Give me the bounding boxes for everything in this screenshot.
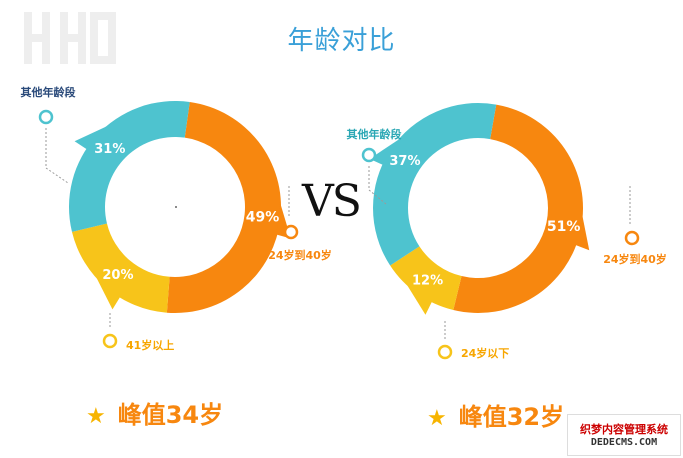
slice-value-label: 37% [389,154,420,169]
page-title: 年龄对比 [287,26,396,56]
callout-marker [624,230,640,246]
category-label: 24岁以下 [461,346,509,360]
donut-slice [390,246,462,311]
category-label: 其他年龄段 [347,127,402,141]
slice-value-label: 12% [412,274,443,289]
donut-slice [373,102,497,266]
slice-pointer [74,125,110,150]
callout-marker [38,109,54,125]
peak-age-right: ★ 峰值32岁 [427,397,564,432]
category-label: 其他年龄段 [21,85,76,99]
watermark-subtext: DEDECMS.COM [590,437,658,448]
star-icon: ★ [86,404,106,429]
watermark-text: 织梦内容管理系统 [580,423,668,436]
slice-value-label: 49% [246,210,280,226]
slice-value-label: 20% [102,268,133,283]
donut-slice [453,104,583,313]
slice-pointer [95,275,121,310]
category-label: 41岁以上 [126,338,174,352]
watermark-badge: 织梦内容管理系统 DEDECMS.COM [567,414,681,456]
donut-slice [71,223,170,313]
watermark-logo [24,12,116,64]
peak-age-left: ★ 峰值34岁 [86,395,223,430]
slice-pointer [369,137,402,166]
star-icon: ★ [427,406,447,431]
callout-marker [102,333,118,349]
donut-slice [166,102,282,313]
callout-marker [283,224,299,240]
callout-marker [437,344,453,360]
callout-line [368,166,387,205]
slice-pointer [575,213,590,251]
category-label: 24岁到40岁 [603,252,667,266]
callout-marker [361,147,377,163]
vs-label: VS [302,176,362,227]
slice-value-label: 31% [94,142,125,157]
callout-line [45,128,69,184]
slice-value-label: 51% [547,219,581,235]
center-dot [175,206,177,208]
slice-pointer [405,282,433,315]
peak-age-right-text: 峰值32岁 [458,403,565,431]
donut-slice [69,101,190,232]
peak-age-left-text: 峰值34岁 [117,401,224,429]
category-label: 24岁到40岁 [268,248,332,262]
